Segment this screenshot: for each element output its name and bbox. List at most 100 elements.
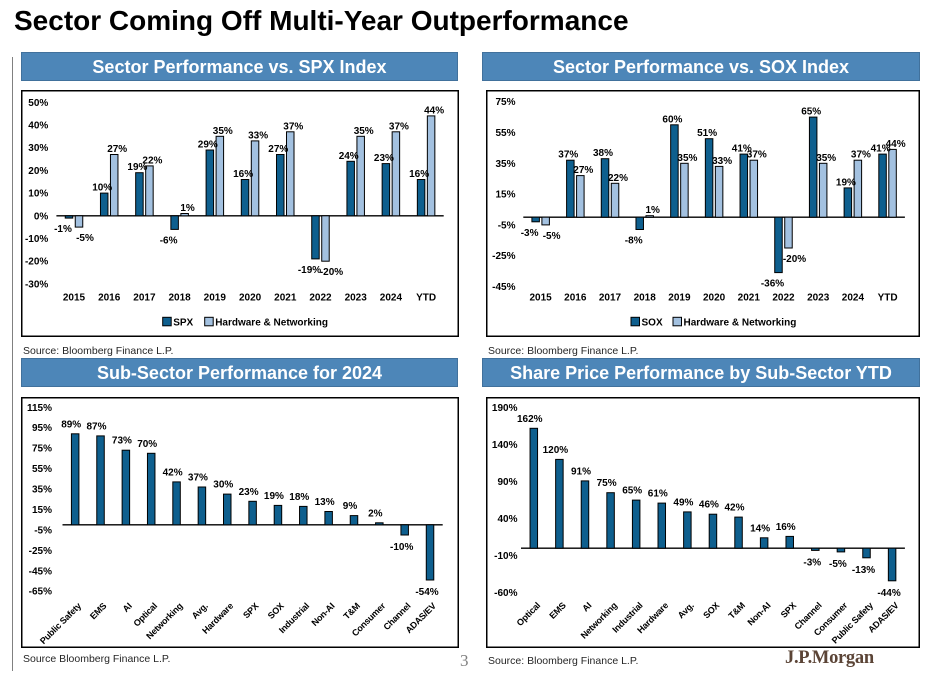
svg-text:SOX: SOX bbox=[642, 317, 663, 328]
svg-text:-60%: -60% bbox=[494, 588, 517, 599]
svg-text:41%: 41% bbox=[871, 144, 891, 155]
svg-text:-5%: -5% bbox=[34, 525, 52, 536]
svg-text:2018: 2018 bbox=[168, 293, 191, 304]
svg-text:27%: 27% bbox=[268, 144, 288, 155]
svg-text:37%: 37% bbox=[283, 121, 303, 132]
svg-text:15%: 15% bbox=[495, 190, 515, 201]
svg-text:22%: 22% bbox=[608, 173, 628, 184]
svg-text:41%: 41% bbox=[732, 144, 752, 155]
svg-text:YTD: YTD bbox=[416, 293, 436, 304]
svg-text:120%: 120% bbox=[543, 445, 569, 456]
svg-text:2021: 2021 bbox=[738, 293, 761, 304]
svg-text:-65%: -65% bbox=[29, 587, 52, 598]
svg-text:20%: 20% bbox=[28, 166, 48, 177]
svg-text:35%: 35% bbox=[354, 126, 374, 137]
svg-text:-20%: -20% bbox=[783, 254, 806, 265]
svg-text:29%: 29% bbox=[198, 140, 218, 151]
svg-text:15%: 15% bbox=[32, 505, 52, 516]
svg-text:-44%: -44% bbox=[877, 588, 900, 599]
svg-text:16%: 16% bbox=[409, 169, 429, 180]
svg-text:162%: 162% bbox=[517, 414, 543, 425]
svg-text:40%: 40% bbox=[497, 514, 517, 525]
svg-text:-13%: -13% bbox=[852, 565, 875, 576]
svg-text:51%: 51% bbox=[697, 128, 717, 139]
svg-text:0%: 0% bbox=[34, 211, 49, 222]
svg-text:42%: 42% bbox=[163, 467, 183, 478]
svg-text:55%: 55% bbox=[495, 128, 515, 139]
svg-text:140%: 140% bbox=[492, 440, 518, 451]
svg-text:27%: 27% bbox=[573, 165, 593, 176]
svg-text:10%: 10% bbox=[28, 189, 48, 200]
svg-text:9%: 9% bbox=[343, 501, 358, 512]
svg-text:49%: 49% bbox=[673, 497, 693, 508]
svg-text:2016: 2016 bbox=[98, 293, 121, 304]
svg-text:-25%: -25% bbox=[29, 546, 52, 557]
svg-text:2023: 2023 bbox=[345, 293, 368, 304]
svg-text:87%: 87% bbox=[86, 421, 106, 432]
svg-text:19%: 19% bbox=[127, 162, 147, 173]
svg-text:-10%: -10% bbox=[25, 234, 48, 245]
svg-text:38%: 38% bbox=[593, 148, 613, 159]
svg-text:-8%: -8% bbox=[625, 236, 643, 247]
svg-text:2%: 2% bbox=[368, 508, 383, 519]
svg-text:19%: 19% bbox=[836, 177, 856, 188]
svg-text:19%: 19% bbox=[264, 491, 284, 502]
svg-text:SPX: SPX bbox=[173, 317, 193, 328]
svg-text:-36%: -36% bbox=[761, 279, 784, 290]
svg-text:-5%: -5% bbox=[829, 559, 847, 570]
svg-text:2024: 2024 bbox=[380, 293, 403, 304]
svg-text:73%: 73% bbox=[112, 436, 132, 447]
svg-text:60%: 60% bbox=[662, 114, 682, 125]
svg-text:2020: 2020 bbox=[239, 293, 262, 304]
svg-text:2017: 2017 bbox=[599, 293, 622, 304]
svg-text:35%: 35% bbox=[677, 153, 697, 164]
svg-text:2024: 2024 bbox=[842, 293, 865, 304]
svg-text:61%: 61% bbox=[648, 489, 668, 500]
svg-text:75%: 75% bbox=[495, 97, 515, 108]
svg-text:190%: 190% bbox=[492, 403, 518, 414]
svg-text:-25%: -25% bbox=[492, 251, 515, 262]
svg-text:37%: 37% bbox=[389, 121, 409, 132]
svg-text:2019: 2019 bbox=[668, 293, 691, 304]
svg-text:33%: 33% bbox=[248, 130, 268, 141]
svg-text:2015: 2015 bbox=[63, 293, 86, 304]
svg-text:91%: 91% bbox=[571, 466, 591, 477]
svg-text:37%: 37% bbox=[747, 150, 767, 161]
svg-text:2020: 2020 bbox=[703, 293, 726, 304]
svg-text:-5%: -5% bbox=[543, 231, 561, 242]
svg-text:37%: 37% bbox=[558, 150, 578, 161]
svg-text:2023: 2023 bbox=[807, 293, 830, 304]
svg-text:-5%: -5% bbox=[498, 220, 516, 231]
svg-text:46%: 46% bbox=[699, 500, 719, 511]
svg-text:90%: 90% bbox=[497, 477, 517, 488]
svg-text:-10%: -10% bbox=[494, 551, 517, 562]
svg-text:-20%: -20% bbox=[25, 257, 48, 268]
svg-text:70%: 70% bbox=[137, 439, 157, 450]
svg-text:23%: 23% bbox=[374, 153, 394, 164]
svg-text:65%: 65% bbox=[801, 107, 821, 118]
svg-text:1%: 1% bbox=[645, 205, 660, 216]
svg-text:44%: 44% bbox=[886, 139, 906, 150]
svg-text:-54%: -54% bbox=[415, 587, 438, 598]
svg-text:2015: 2015 bbox=[529, 293, 552, 304]
svg-text:35%: 35% bbox=[495, 159, 515, 170]
svg-text:-3%: -3% bbox=[521, 228, 539, 239]
svg-text:Hardware & Networking: Hardware & Networking bbox=[215, 317, 328, 328]
svg-text:1%: 1% bbox=[180, 203, 195, 214]
svg-text:10%: 10% bbox=[92, 183, 112, 194]
svg-text:23%: 23% bbox=[239, 487, 259, 498]
svg-text:YTD: YTD bbox=[878, 293, 898, 304]
svg-text:30%: 30% bbox=[213, 480, 233, 491]
svg-text:14%: 14% bbox=[750, 523, 770, 534]
svg-text:42%: 42% bbox=[724, 503, 744, 514]
svg-text:44%: 44% bbox=[424, 105, 444, 116]
svg-text:-1%: -1% bbox=[54, 224, 72, 235]
svg-text:Hardware & Networking: Hardware & Networking bbox=[684, 317, 797, 328]
svg-text:22%: 22% bbox=[142, 155, 162, 166]
svg-text:-45%: -45% bbox=[29, 566, 52, 577]
svg-text:33%: 33% bbox=[712, 156, 732, 167]
svg-text:-6%: -6% bbox=[160, 235, 178, 246]
svg-text:-10%: -10% bbox=[390, 542, 413, 553]
svg-text:2019: 2019 bbox=[204, 293, 227, 304]
svg-text:50%: 50% bbox=[28, 98, 48, 109]
